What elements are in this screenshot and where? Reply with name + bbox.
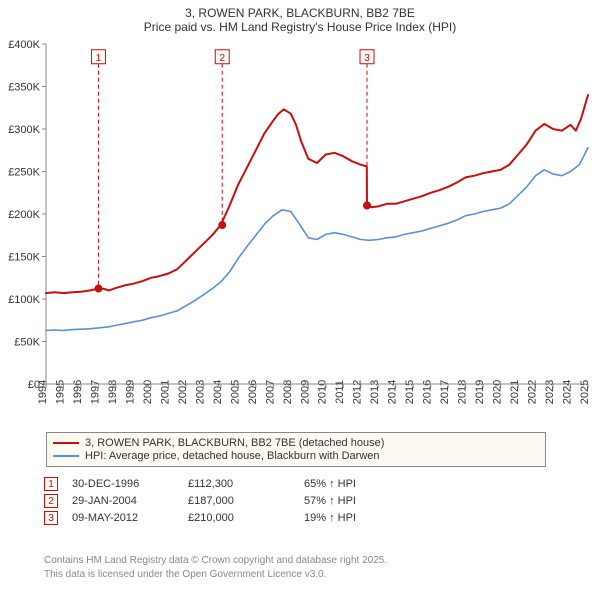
x-tick-label: 2005 bbox=[229, 380, 241, 404]
x-tick-label: 2003 bbox=[194, 380, 206, 404]
x-tick-label: 1998 bbox=[107, 380, 119, 404]
transaction-date: 30-DEC-1996 bbox=[72, 478, 188, 490]
marker-number: 2 bbox=[219, 53, 225, 64]
legend-row: 3, ROWEN PARK, BLACKBURN, BB2 7BE (detac… bbox=[53, 437, 539, 449]
transaction-marker: 1 bbox=[44, 477, 58, 491]
chart-subtitle: Price paid vs. HM Land Registry's House … bbox=[0, 20, 600, 38]
x-tick-label: 2006 bbox=[247, 380, 259, 404]
x-tick-label: 2020 bbox=[492, 380, 504, 404]
x-tick-label: 2022 bbox=[527, 380, 539, 404]
y-tick-label: £300K bbox=[8, 124, 40, 136]
marker-number: 1 bbox=[96, 53, 102, 64]
x-tick-label: 1995 bbox=[54, 380, 66, 404]
x-tick-label: 1994 bbox=[37, 380, 49, 404]
x-tick-label: 2018 bbox=[457, 380, 469, 404]
x-tick-label: 2002 bbox=[177, 380, 189, 404]
transaction-pct: 65% ↑ HPI bbox=[304, 478, 404, 490]
x-tick-label: 2024 bbox=[562, 380, 574, 404]
transaction-list: 1 30-DEC-1996£112,30065% ↑ HPI 2 29-JAN-200… bbox=[44, 474, 404, 528]
transaction-marker: 2 bbox=[44, 494, 58, 508]
transaction-pct: 57% ↑ HPI bbox=[304, 495, 404, 507]
x-tick-label: 2009 bbox=[299, 380, 311, 404]
transaction-marker: 3 bbox=[44, 511, 58, 525]
x-tick-label: 2004 bbox=[212, 380, 224, 404]
x-tick-label: 2010 bbox=[317, 380, 329, 404]
y-tick-label: £100K bbox=[8, 294, 40, 306]
y-tick-label: £200K bbox=[8, 209, 40, 221]
transaction-row: 2 29-JAN-2004£187,00057% ↑ HPI bbox=[44, 494, 404, 508]
x-tick-label: 2013 bbox=[369, 380, 381, 404]
footer-line: This data is licensed under the Open Gov… bbox=[44, 568, 387, 582]
x-tick-label: 2015 bbox=[404, 380, 416, 404]
x-tick-label: 2016 bbox=[422, 380, 434, 404]
y-tick-label: £50K bbox=[14, 337, 40, 349]
legend-swatch bbox=[53, 442, 79, 444]
y-tick-label: £350K bbox=[8, 82, 40, 94]
transaction-row: 1 30-DEC-1996£112,30065% ↑ HPI bbox=[44, 477, 404, 491]
legend-label: 3, ROWEN PARK, BLACKBURN, BB2 7BE (detac… bbox=[85, 437, 384, 449]
x-tick-label: 1996 bbox=[72, 380, 84, 404]
series-property bbox=[46, 95, 588, 293]
x-tick-label: 2019 bbox=[474, 380, 486, 404]
line-chart: £0£50K£100K£150K£200K£250K£300K£350K£400… bbox=[0, 40, 600, 440]
transaction-price: £187,000 bbox=[188, 495, 304, 507]
series-hpi bbox=[46, 148, 588, 331]
transaction-date: 09-MAY-2012 bbox=[72, 512, 188, 524]
transaction-row: 3 09-MAY-2012£210,00019% ↑ HPI bbox=[44, 511, 404, 525]
chart-title: 3, ROWEN PARK, BLACKBURN, BB2 7BE bbox=[0, 0, 600, 20]
x-tick-label: 2001 bbox=[159, 380, 171, 404]
transaction-price: £112,300 bbox=[188, 478, 304, 490]
y-tick-label: £150K bbox=[8, 252, 40, 264]
transaction-price: £210,000 bbox=[188, 512, 304, 524]
x-tick-label: 2008 bbox=[282, 380, 294, 404]
x-tick-label: 2021 bbox=[509, 380, 521, 404]
footer-line: Contains HM Land Registry data © Crown c… bbox=[44, 554, 387, 568]
transaction-pct: 19% ↑ HPI bbox=[304, 512, 404, 524]
legend-swatch bbox=[53, 455, 79, 457]
x-tick-label: 2000 bbox=[142, 380, 154, 404]
x-tick-label: 1997 bbox=[89, 380, 101, 404]
x-tick-label: 2007 bbox=[264, 380, 276, 404]
legend-row: HPI: Average price, detached house, Blac… bbox=[53, 450, 539, 462]
x-tick-label: 2014 bbox=[387, 380, 399, 404]
x-tick-label: 2025 bbox=[579, 380, 591, 404]
x-tick-label: 2023 bbox=[544, 380, 556, 404]
x-tick-label: 2017 bbox=[439, 380, 451, 404]
chart-container: 3, ROWEN PARK, BLACKBURN, BB2 7BE Price … bbox=[0, 0, 600, 590]
legend-label: HPI: Average price, detached house, Blac… bbox=[85, 450, 380, 462]
transaction-date: 29-JAN-2004 bbox=[72, 495, 188, 507]
footer-attribution: Contains HM Land Registry data © Crown c… bbox=[44, 554, 387, 581]
legend: 3, ROWEN PARK, BLACKBURN, BB2 7BE (detac… bbox=[46, 432, 546, 467]
x-tick-label: 1999 bbox=[124, 380, 136, 404]
y-tick-label: £250K bbox=[8, 167, 40, 179]
y-tick-label: £400K bbox=[8, 40, 40, 51]
marker-number: 3 bbox=[364, 53, 370, 64]
x-tick-label: 2012 bbox=[352, 380, 364, 404]
